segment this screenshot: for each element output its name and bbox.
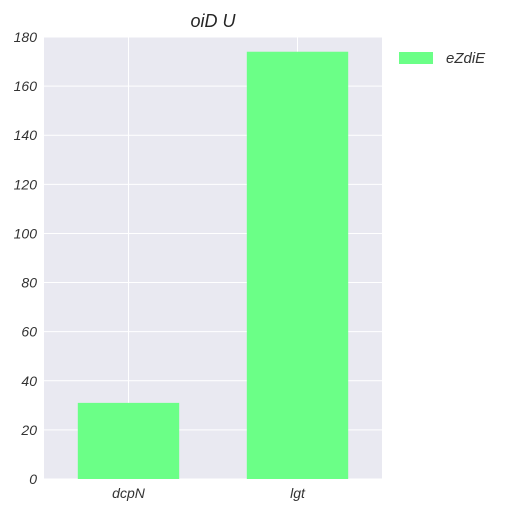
y-tick-label: 40 <box>21 373 37 389</box>
legend: eZdiE <box>399 50 486 67</box>
y-tick-label: 0 <box>29 471 37 487</box>
legend-swatch <box>399 52 433 64</box>
y-tick-label: 140 <box>14 127 38 143</box>
y-tick-label: 60 <box>21 324 37 340</box>
y-tick-label: 160 <box>14 78 38 94</box>
x-axis-ticks: dcpN lgt <box>112 485 306 501</box>
bars <box>77 51 349 479</box>
y-tick-label: 20 <box>20 422 37 438</box>
bar-lgt <box>246 51 349 479</box>
y-tick-label: 180 <box>14 29 38 45</box>
y-tick-label: 100 <box>14 225 38 241</box>
x-tick-label: lgt <box>290 485 306 501</box>
bar-dcpN <box>77 402 180 479</box>
x-tick-label: dcpN <box>112 485 146 501</box>
y-tick-label: 80 <box>21 275 37 291</box>
legend-label: eZdiE <box>446 50 486 67</box>
y-axis-ticks: 0 20 40 60 80 100 120 140 160 180 <box>14 29 38 487</box>
y-tick-label: 120 <box>14 176 38 192</box>
chart-title: oiD U <box>190 11 236 31</box>
